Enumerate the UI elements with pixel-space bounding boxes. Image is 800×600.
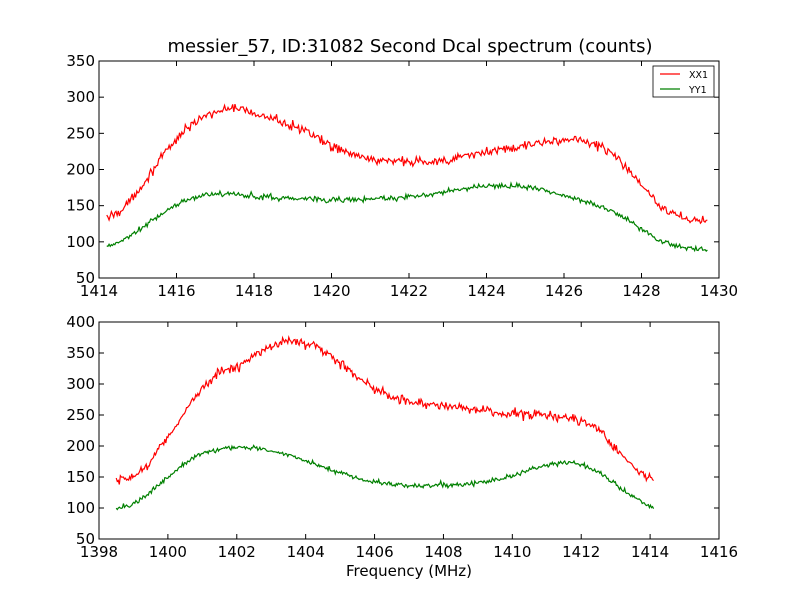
x-tick-label: 1412 <box>562 543 600 561</box>
x-tick-label: 1414 <box>631 543 669 561</box>
x-tick-label: 1400 <box>149 543 187 561</box>
y-tick-label: 350 <box>66 52 95 70</box>
x-tick-label: 1416 <box>157 282 195 300</box>
top-series-lines <box>106 103 708 253</box>
x-tick-label: 1414 <box>80 282 118 300</box>
bottom-series-line-xx1 <box>115 334 654 485</box>
y-tick-label: 300 <box>66 375 95 393</box>
top-chart-title: messier_57, ID:31082 Second Dcal spectru… <box>168 36 653 57</box>
x-tick-label: 1422 <box>390 282 428 300</box>
top-series-line-yy1 <box>106 181 708 253</box>
x-tick-label: 1402 <box>218 543 256 561</box>
x-tick-label: 1420 <box>312 282 350 300</box>
y-tick-label: 100 <box>66 233 95 251</box>
y-tick-label: 100 <box>66 499 95 517</box>
legend-box <box>652 65 715 98</box>
y-tick-label: 50 <box>76 269 95 287</box>
bottom-plot-frame <box>98 321 720 540</box>
legend-label-xx1: XX1 <box>689 70 708 81</box>
bottom-x-axis-label: Frequency (MHz) <box>346 562 472 580</box>
y-tick-label: 200 <box>66 161 95 179</box>
top-series-line-xx1 <box>106 103 708 225</box>
y-tick-label: 50 <box>76 530 95 548</box>
y-tick-label: 250 <box>66 406 95 424</box>
bottom-subplot: 1398 1400 1402 1404 1406 1408 1410 1412 1414 1416… <box>66 313 738 580</box>
y-tick-label: 400 <box>66 313 95 331</box>
x-tick-label: 1398 <box>80 543 118 561</box>
x-tick-label: 1428 <box>622 282 660 300</box>
top-legend: XX1 YY1 <box>652 65 715 98</box>
bottom-series-lines <box>115 334 655 511</box>
x-tick-label: 1408 <box>424 543 462 561</box>
bottom-series-line-yy1 <box>115 444 655 511</box>
x-tick-label: 1406 <box>355 543 393 561</box>
x-tick-label: 1430 <box>700 282 738 300</box>
y-tick-label: 300 <box>66 88 95 106</box>
top-axis-ticks: 1414 1416 1418 1420 1422 1424 1426 1428 1430 50 10… <box>66 52 738 300</box>
y-tick-label: 150 <box>66 468 95 486</box>
bottom-axis-ticks: 1398 1400 1402 1404 1406 1408 1410 1412 1414 1416… <box>66 313 738 561</box>
legend-label-yy1: YY1 <box>688 85 707 96</box>
top-subplot: messier_57, ID:31082 Second Dcal spectru… <box>66 36 738 300</box>
x-tick-label: 1424 <box>467 282 505 300</box>
x-tick-label: 1418 <box>235 282 273 300</box>
y-tick-label: 200 <box>66 437 95 455</box>
y-tick-label: 350 <box>66 344 95 362</box>
y-tick-label: 150 <box>66 197 95 215</box>
x-tick-label: 1426 <box>545 282 583 300</box>
x-tick-label: 1410 <box>493 543 531 561</box>
x-tick-label: 1404 <box>287 543 325 561</box>
y-tick-label: 250 <box>66 124 95 142</box>
x-tick-label: 1416 <box>700 543 738 561</box>
